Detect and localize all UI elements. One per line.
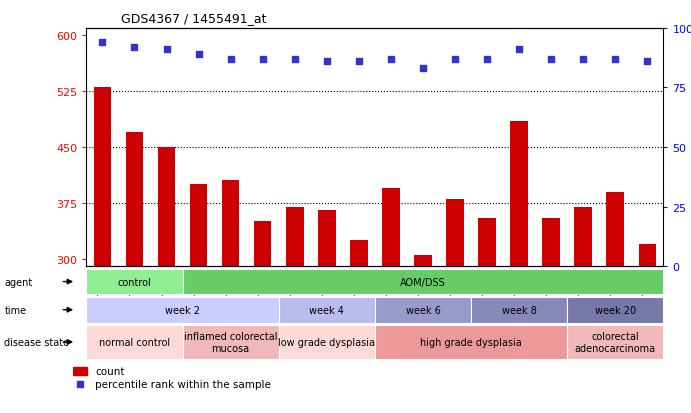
Bar xyxy=(446,199,464,413)
Point xyxy=(129,45,140,51)
Point xyxy=(482,57,493,63)
Text: AOM/DSS: AOM/DSS xyxy=(400,277,446,287)
Bar xyxy=(638,244,656,413)
Bar xyxy=(375,297,471,323)
Point xyxy=(353,59,364,65)
Bar xyxy=(567,325,663,359)
Bar xyxy=(375,325,567,359)
Point xyxy=(321,59,332,65)
Point xyxy=(578,57,589,63)
Bar xyxy=(286,207,303,413)
Bar xyxy=(350,240,368,413)
Text: agent: agent xyxy=(4,277,32,287)
Point xyxy=(546,57,557,63)
Bar xyxy=(278,325,375,359)
Text: GDS4367 / 1455491_at: GDS4367 / 1455491_at xyxy=(121,12,267,25)
Bar xyxy=(73,367,87,375)
Point xyxy=(193,52,204,58)
Bar xyxy=(86,297,278,323)
Bar xyxy=(542,218,560,413)
Bar xyxy=(93,88,111,413)
Bar xyxy=(574,207,592,413)
Point xyxy=(290,57,301,63)
Text: count: count xyxy=(95,366,125,376)
Point xyxy=(513,47,524,54)
Bar xyxy=(478,218,496,413)
Bar xyxy=(414,255,432,413)
Text: week 2: week 2 xyxy=(165,305,200,315)
Point xyxy=(225,57,236,63)
Bar xyxy=(254,222,272,413)
Bar xyxy=(182,325,278,359)
Bar xyxy=(607,192,624,413)
Point xyxy=(417,66,428,73)
Text: control: control xyxy=(117,277,151,287)
Text: high grade dysplasia: high grade dysplasia xyxy=(420,337,522,347)
Text: normal control: normal control xyxy=(99,337,170,347)
Text: colorectal
adenocarcinoma: colorectal adenocarcinoma xyxy=(575,331,656,353)
Text: inflamed colorectal
mucosa: inflamed colorectal mucosa xyxy=(184,331,277,353)
Bar xyxy=(190,185,207,413)
Bar xyxy=(510,122,528,413)
Point xyxy=(257,57,268,63)
Bar xyxy=(567,297,663,323)
Text: week 6: week 6 xyxy=(406,305,440,315)
Bar xyxy=(222,181,240,413)
Bar xyxy=(471,297,567,323)
Point xyxy=(161,47,172,54)
Point xyxy=(386,57,397,63)
Bar xyxy=(86,325,182,359)
Bar xyxy=(158,147,176,413)
Bar xyxy=(382,188,399,413)
Text: low grade dysplasia: low grade dysplasia xyxy=(278,337,375,347)
Point xyxy=(449,57,460,63)
Bar xyxy=(278,297,375,323)
Text: week 20: week 20 xyxy=(595,305,636,315)
Text: week 8: week 8 xyxy=(502,305,536,315)
Point xyxy=(609,57,621,63)
Point xyxy=(74,381,85,387)
Text: percentile rank within the sample: percentile rank within the sample xyxy=(95,379,272,389)
Text: week 4: week 4 xyxy=(310,305,344,315)
Text: time: time xyxy=(4,305,26,315)
Point xyxy=(642,59,653,65)
Text: disease state: disease state xyxy=(4,337,69,347)
Bar xyxy=(126,133,143,413)
Bar xyxy=(86,269,182,295)
Point xyxy=(97,40,108,46)
Bar xyxy=(318,211,336,413)
Bar xyxy=(182,269,663,295)
